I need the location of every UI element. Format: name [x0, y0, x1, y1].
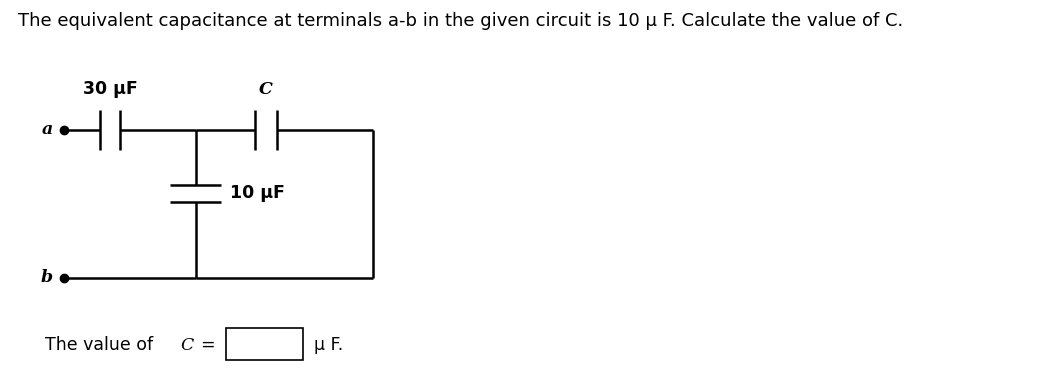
Text: The equivalent capacitance at terminals a-b in the given circuit is 10 μ F. Calc: The equivalent capacitance at terminals … — [18, 12, 904, 30]
Text: =: = — [200, 336, 214, 354]
Text: 10 μF: 10 μF — [230, 184, 285, 202]
Bar — [226, 328, 303, 360]
Text: a: a — [42, 122, 53, 138]
Text: The value of: The value of — [46, 336, 159, 354]
Text: b: b — [41, 269, 53, 287]
Text: C: C — [259, 81, 273, 98]
Text: 30 μF: 30 μF — [82, 80, 137, 98]
Text: μ F.: μ F. — [313, 336, 344, 354]
Text: C: C — [180, 337, 194, 353]
